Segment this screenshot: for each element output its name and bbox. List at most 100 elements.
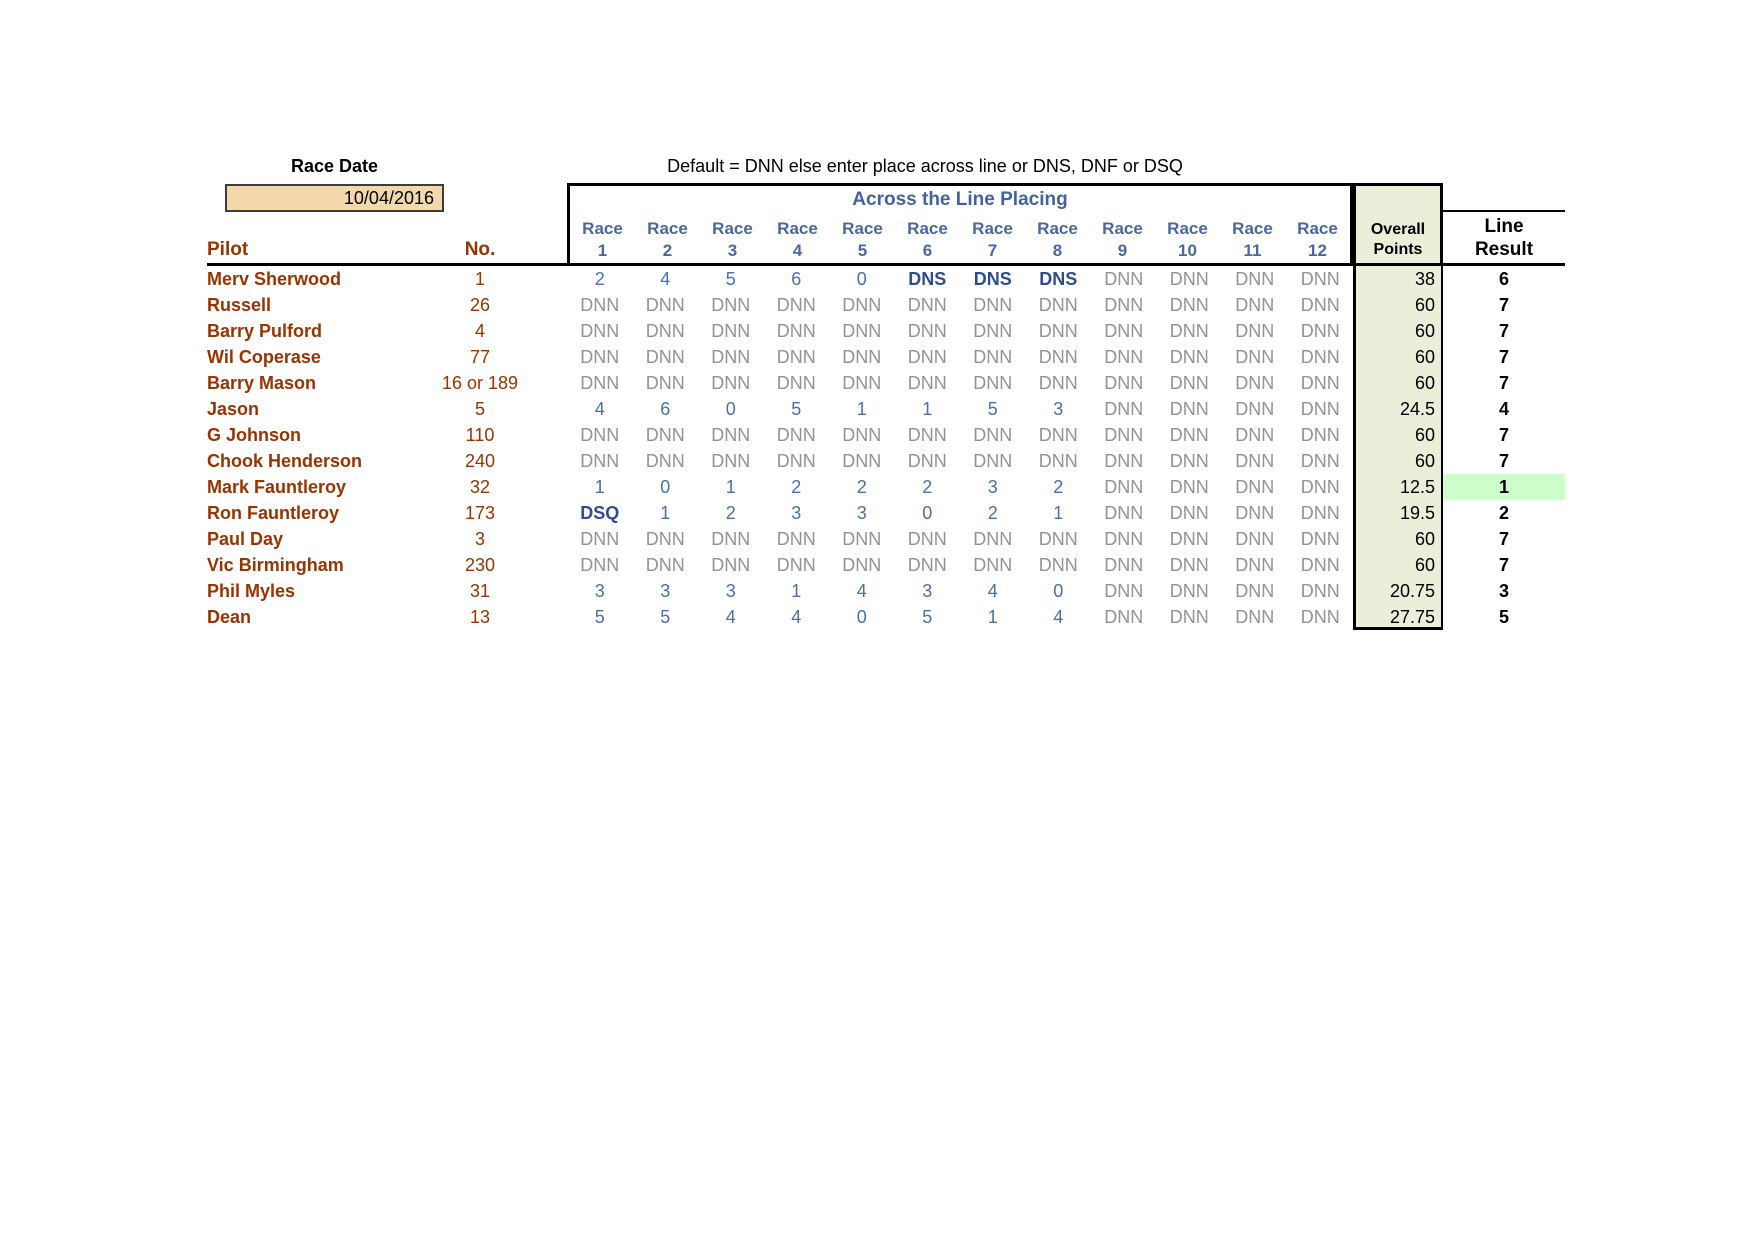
- race-placing-cell[interactable]: DNN: [645, 555, 685, 575]
- race-placing-cell[interactable]: DNN: [1235, 477, 1275, 497]
- race-placing-cell[interactable]: DNN: [1169, 607, 1209, 627]
- race-placing-cell[interactable]: DNN: [1038, 425, 1078, 445]
- race-placing-cell[interactable]: 2: [725, 503, 736, 523]
- race-placing-cell[interactable]: 1: [594, 477, 605, 497]
- race-placing-cell[interactable]: 1: [856, 399, 867, 419]
- race-placing-cell[interactable]: DNN: [1300, 581, 1340, 601]
- race-placing-cell[interactable]: DNN: [1300, 477, 1340, 497]
- race-placing-cell[interactable]: 4: [660, 269, 671, 289]
- race-placing-cell[interactable]: 2: [594, 269, 605, 289]
- race-placing-cell[interactable]: 1: [987, 607, 998, 627]
- race-placing-cell[interactable]: DNN: [776, 451, 816, 471]
- race-placing-cell[interactable]: DNN: [1169, 555, 1209, 575]
- race-placing-cell[interactable]: DNN: [1169, 321, 1209, 341]
- race-placing-cell[interactable]: DNN: [1038, 451, 1078, 471]
- race-placing-cell[interactable]: DNN: [580, 451, 620, 471]
- race-placing-cell[interactable]: DNN: [1038, 347, 1078, 367]
- race-placing-cell[interactable]: DNN: [973, 321, 1013, 341]
- race-placing-cell[interactable]: 1: [791, 581, 802, 601]
- race-placing-cell[interactable]: DNN: [645, 295, 685, 315]
- race-placing-cell[interactable]: 4: [791, 607, 802, 627]
- race-placing-cell[interactable]: DNN: [1235, 503, 1275, 523]
- race-placing-cell[interactable]: 0: [856, 607, 867, 627]
- race-placing-cell[interactable]: DNN: [1104, 451, 1144, 471]
- pilot-number-cell[interactable]: 4: [474, 321, 485, 341]
- race-placing-cell[interactable]: DNN: [1038, 555, 1078, 575]
- race-placing-cell[interactable]: DNN: [1169, 581, 1209, 601]
- pilot-number-cell[interactable]: 3: [474, 529, 485, 549]
- pilot-number-cell[interactable]: 77: [469, 347, 491, 367]
- race-placing-cell[interactable]: 4: [1053, 607, 1064, 627]
- pilot-number-cell[interactable]: 26: [469, 295, 491, 315]
- race-placing-cell[interactable]: 5: [660, 607, 671, 627]
- pilot-name-cell[interactable]: Vic Birmingham: [207, 555, 344, 575]
- race-placing-cell[interactable]: DNN: [1104, 503, 1144, 523]
- pilot-name-cell[interactable]: Paul Day: [207, 529, 284, 549]
- pilot-number-cell[interactable]: 230: [464, 555, 496, 575]
- pilot-name-cell[interactable]: Barry Pulford: [207, 321, 323, 341]
- race-placing-cell[interactable]: DNN: [1169, 477, 1209, 497]
- race-placing-cell[interactable]: DNN: [776, 347, 816, 367]
- race-placing-cell[interactable]: DNN: [580, 373, 620, 393]
- race-placing-cell[interactable]: DNN: [973, 373, 1013, 393]
- race-placing-cell[interactable]: 0: [1053, 581, 1064, 601]
- race-placing-cell[interactable]: DNS: [908, 269, 947, 289]
- race-placing-cell[interactable]: 2: [1053, 477, 1064, 497]
- race-placing-cell[interactable]: DNN: [1169, 503, 1209, 523]
- race-placing-cell[interactable]: DNN: [711, 321, 751, 341]
- race-placing-cell[interactable]: DNN: [842, 373, 882, 393]
- race-placing-cell[interactable]: DNN: [907, 529, 947, 549]
- race-placing-cell[interactable]: DNN: [1038, 373, 1078, 393]
- race-date-input[interactable]: 10/04/2016: [225, 184, 444, 212]
- pilot-name-cell[interactable]: Phil Myles: [207, 581, 296, 601]
- race-placing-cell[interactable]: DNN: [842, 529, 882, 549]
- pilot-name-cell[interactable]: Ron Fauntleroy: [207, 503, 340, 523]
- race-placing-cell[interactable]: 5: [725, 269, 736, 289]
- race-placing-cell[interactable]: 1: [660, 503, 671, 523]
- pilot-name-cell[interactable]: Barry Mason: [207, 373, 317, 393]
- race-placing-cell[interactable]: 0: [922, 503, 933, 523]
- pilot-number-cell[interactable]: 240: [464, 451, 496, 471]
- race-placing-cell[interactable]: DNN: [1300, 321, 1340, 341]
- race-placing-cell[interactable]: DNN: [1104, 321, 1144, 341]
- race-placing-cell[interactable]: DNN: [1104, 425, 1144, 445]
- race-placing-cell[interactable]: DNN: [1235, 529, 1275, 549]
- race-placing-cell[interactable]: DNN: [907, 373, 947, 393]
- race-placing-cell[interactable]: DNN: [711, 347, 751, 367]
- race-placing-cell[interactable]: DNN: [1300, 529, 1340, 549]
- race-placing-cell[interactable]: DNN: [907, 321, 947, 341]
- race-placing-cell[interactable]: 2: [922, 477, 933, 497]
- race-placing-cell[interactable]: DNN: [711, 529, 751, 549]
- race-placing-cell[interactable]: DNN: [1104, 607, 1144, 627]
- race-placing-cell[interactable]: 4: [987, 581, 998, 601]
- race-placing-cell[interactable]: 3: [660, 581, 671, 601]
- race-placing-cell[interactable]: DNN: [842, 555, 882, 575]
- race-placing-cell[interactable]: DNN: [1104, 529, 1144, 549]
- race-placing-cell[interactable]: DNN: [1300, 503, 1340, 523]
- pilot-name-cell[interactable]: Jason: [207, 399, 260, 419]
- race-placing-cell[interactable]: 3: [987, 477, 998, 497]
- race-placing-cell[interactable]: 0: [856, 269, 867, 289]
- race-placing-cell[interactable]: DNN: [842, 425, 882, 445]
- race-placing-cell[interactable]: 1: [922, 399, 933, 419]
- race-placing-cell[interactable]: DNN: [1300, 269, 1340, 289]
- race-placing-cell[interactable]: DNN: [1169, 399, 1209, 419]
- race-placing-cell[interactable]: DNN: [776, 529, 816, 549]
- race-placing-cell[interactable]: DNN: [645, 529, 685, 549]
- pilot-number-cell[interactable]: 31: [469, 581, 491, 601]
- race-placing-cell[interactable]: DNN: [1300, 451, 1340, 471]
- race-placing-cell[interactable]: DNN: [776, 295, 816, 315]
- race-placing-cell[interactable]: DNN: [907, 451, 947, 471]
- race-placing-cell[interactable]: DNN: [645, 347, 685, 367]
- race-placing-cell[interactable]: DNN: [842, 295, 882, 315]
- race-placing-cell[interactable]: DNN: [1104, 555, 1144, 575]
- race-placing-cell[interactable]: DNN: [645, 373, 685, 393]
- race-placing-cell[interactable]: DNN: [645, 451, 685, 471]
- pilot-name-cell[interactable]: Mark Fauntleroy: [207, 477, 347, 497]
- race-placing-cell[interactable]: DNN: [1235, 555, 1275, 575]
- race-placing-cell[interactable]: DNN: [1300, 425, 1340, 445]
- race-placing-cell[interactable]: DNN: [1300, 555, 1340, 575]
- race-placing-cell[interactable]: 5: [987, 399, 998, 419]
- race-placing-cell[interactable]: DNN: [1300, 347, 1340, 367]
- race-placing-cell[interactable]: DNN: [907, 555, 947, 575]
